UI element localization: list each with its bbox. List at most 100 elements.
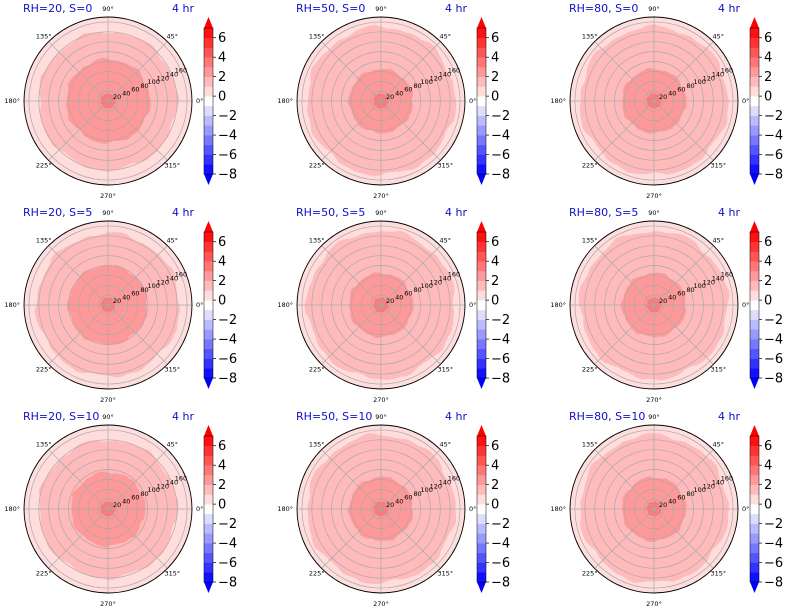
colorbar-extend-max [477,425,486,436]
angle-tick-label: 315° [164,161,180,169]
colorbar-extend-max [204,221,213,232]
colorbar-tick-label: −4 [491,129,510,144]
colorbar-tick-label: −6 [764,556,783,571]
colorbar-tick-label: −4 [218,129,237,144]
angle-tick-label: 45° [440,237,452,245]
colorbar-band [204,300,213,311]
colorbar-band [204,465,213,476]
angle-tick-label: 90° [375,5,387,13]
colorbar-tick-label: 2 [764,478,772,493]
colorbar-band [477,465,486,476]
angle-tick-label: 135° [309,237,325,245]
angle-tick-label: 90° [102,413,114,421]
angle-tick-label: 315° [437,161,453,169]
colorbar-band [477,28,486,39]
colorbar-band [477,144,486,155]
colorbar-band [750,523,759,534]
colorbar-tick-label: 6 [218,439,226,454]
colorbar-tick-label: 4 [491,51,499,66]
colorbar-band [477,57,486,68]
angular-grid-line [107,100,168,161]
colorbar-extend-min [204,378,213,389]
colorbar-band [750,358,759,369]
angular-grid-line [321,245,382,306]
panel-title-left: RH=50, S=0 [296,2,366,15]
angular-grid-line [321,100,382,161]
colorbar-band [204,270,213,281]
colorbar-extend-max [204,425,213,436]
radial-tick-label: 40 [122,497,130,505]
colorbar-band [477,251,486,262]
colorbar-tick-label: −6 [491,556,510,571]
angular-grid-line [653,508,714,569]
colorbar-band [750,329,759,340]
colorbar-extend-max [750,221,759,232]
colorbar-band [750,232,759,243]
angle-tick-label: 180° [277,505,293,513]
radial-tick-label: 120 [430,74,442,82]
panel-title-left: RH=50, S=5 [296,206,366,219]
colorbar-tick-label: 0 [491,294,499,309]
colorbar-tick-label: −6 [218,352,237,367]
angular-grid-line [107,304,168,365]
colorbar-tick-label: 2 [218,70,226,85]
angle-tick-label: 270° [373,600,389,608]
colorbar-band [204,572,213,583]
polar-border [296,16,466,186]
angular-grid-line [48,100,109,161]
colorbar-tick-label: −2 [764,313,783,328]
colorbar-band [477,261,486,272]
angle-tick-label: 225° [36,569,52,577]
polar-panel: RH=20, S=5 4 hr 20 40 60 80 100 120 140 160 0° 45° 9… [0,204,262,408]
colorbar-band [477,290,486,301]
colorbar-tick-label: −8 [764,372,783,387]
polar-panel: RH=80, S=5 4 hr 20 40 60 80 100 120 140 160 0° 45° 9… [546,204,787,408]
colorbar-band [750,261,759,272]
colorbar-band [477,523,486,534]
radial-tick-label: 100 [693,486,705,494]
colorbar-band [204,37,213,48]
angle-tick-label: 90° [375,413,387,421]
radial-tick-label: 140 [166,479,178,487]
angular-grid-line [594,304,655,365]
angle-tick-label: 90° [102,209,114,217]
colorbar-band [477,329,486,340]
colorbar-band [204,455,213,466]
colorbar-band [477,241,486,252]
colorbar-band [204,348,213,359]
radial-tick-label: 100 [147,78,159,86]
angle-tick-label: 180° [277,97,293,105]
colorbar-band [477,86,486,97]
radial-tick-label: 60 [131,86,139,94]
polar-border [569,424,739,594]
colorbar-tick-label: −4 [764,537,783,552]
angle-tick-label: 0° [742,97,749,105]
angular-grid-line [107,245,168,306]
colorbar-band [477,319,486,330]
colorbar-band [750,270,759,281]
colorbar-extend-max [477,17,486,28]
radial-tick-label: 80 [140,82,148,90]
colorbar-extend-max [750,425,759,436]
angle-tick-label: 45° [167,237,179,245]
angle-tick-label: 0° [742,301,749,309]
colorbar-tick-label: 0 [218,294,226,309]
colorbar-tick-label: −4 [218,537,237,552]
radial-tick-label: 160 [448,67,460,75]
colorbar-band [477,494,486,505]
colorbar-band [477,484,486,495]
polar-panel: RH=50, S=0 4 hr 20 40 60 80 100 120 140 160 0° 45° 9… [273,0,535,204]
angle-tick-label: 180° [277,301,293,309]
radial-tick-label: 80 [686,490,694,498]
radial-tick-label: 140 [439,479,451,487]
colorbar-band [750,144,759,155]
colorbar-tick-label: 2 [491,70,499,85]
panel-title-right: 4 hr [172,2,194,15]
colorbar-band [477,309,486,320]
colorbar-band [204,241,213,252]
angular-grid-line [107,508,168,569]
radial-tick-label: 20 [386,501,394,509]
radial-tick-label: 20 [113,297,121,305]
radial-tick-label: 20 [659,297,667,305]
angle-tick-label: 0° [469,301,476,309]
